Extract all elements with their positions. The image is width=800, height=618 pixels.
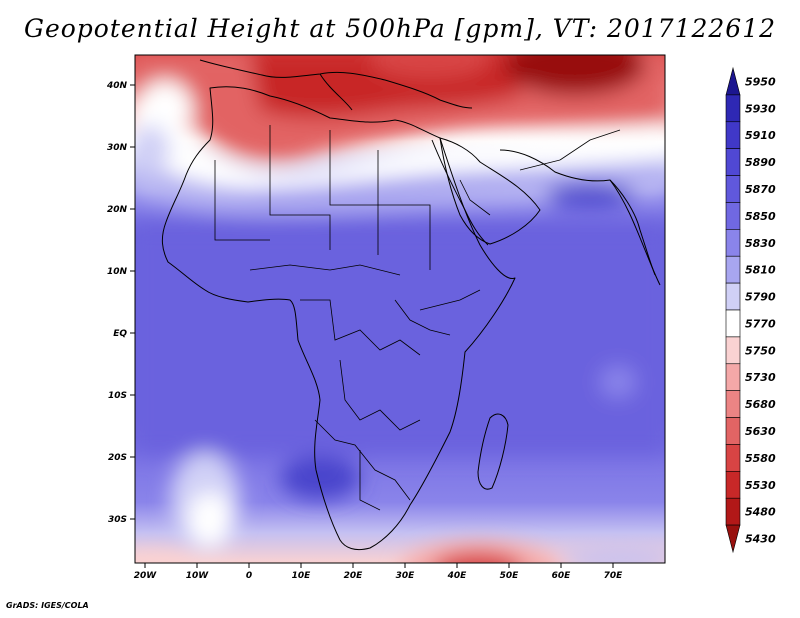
- colorbar-label: 5930: [745, 102, 776, 115]
- x-tick-label: 40E: [447, 571, 468, 581]
- colorbar-swatch: [725, 66, 741, 96]
- colorbar-swatch: [725, 94, 741, 123]
- colorbar-swatch: [725, 363, 741, 391]
- colorbar-label: 5530: [745, 479, 776, 492]
- colorbar-label: 5770: [745, 317, 776, 330]
- x-tick-label: 0: [246, 571, 252, 581]
- y-tick-label: 10S: [108, 391, 127, 401]
- colorbar-label: 5730: [745, 371, 776, 384]
- colorbar-label: 5910: [745, 129, 776, 142]
- colorbar-swatch: [725, 497, 741, 526]
- colorbar-swatch: [725, 471, 741, 499]
- map-title: Geopotential Height at 500hPa [gpm], VT:…: [23, 14, 777, 43]
- x-tick-label: 60E: [552, 571, 572, 581]
- colorbar-swatch: [725, 417, 741, 445]
- y-tick-label: 20S: [108, 453, 127, 463]
- colorbar-swatch: [725, 175, 741, 203]
- colorbar-label: 5850: [745, 210, 776, 223]
- colorbar-swatch: [725, 524, 741, 554]
- colorbar-label: 5810: [745, 264, 776, 277]
- colorbar-swatch: [725, 255, 741, 284]
- y-tick-label: 10N: [107, 267, 128, 277]
- country-borders: [214, 125, 621, 511]
- colorbar-swatch: [725, 148, 741, 176]
- colorbar-swatch: [725, 121, 741, 149]
- y-axis: 40N 30N 20N 10N EQ 10S 20S 30S: [106, 81, 135, 525]
- y-tick-label: 30S: [108, 515, 127, 525]
- colorbar-swatch: [725, 202, 741, 230]
- x-tick-label: 10E: [292, 571, 312, 581]
- colorbar-label: 5580: [745, 452, 776, 465]
- colorbar-swatch: [725, 444, 741, 472]
- colorbar-label: 5870: [745, 183, 776, 196]
- colorbar-label: 5890: [745, 156, 776, 169]
- colorbar-swatch: [725, 229, 741, 257]
- footer-credit: GrADS: IGES/COLA: [6, 601, 89, 610]
- colorbar-label: 5430: [745, 533, 776, 546]
- colorbar-label: 5750: [745, 344, 776, 357]
- x-tick-label: 20W: [134, 571, 158, 581]
- colorbar-label: 5790: [745, 291, 776, 304]
- colorbar-label: 5480: [745, 506, 776, 519]
- x-tick-label: 50E: [500, 571, 520, 581]
- x-axis: 20W 10W 0 10E 20E 30E 40E 50E 60E 70E: [134, 563, 623, 581]
- x-tick-label: 30E: [396, 571, 416, 581]
- y-tick-label: 40N: [106, 81, 128, 91]
- x-tick-label: 20E: [344, 571, 364, 581]
- y-tick-label: 30N: [107, 143, 128, 153]
- colorbar-swatch: [725, 390, 741, 418]
- height-field: [135, 55, 665, 563]
- y-tick-label: 20N: [107, 205, 128, 215]
- coastlines: [161, 59, 661, 551]
- colorbar-swatch: [725, 309, 741, 338]
- colorbar-label: 5680: [745, 398, 776, 411]
- x-tick-label: 70E: [604, 571, 624, 581]
- colorbar: 5950 5930 5910 5890 5870 5850 5830 5810 5790 5770…: [725, 66, 776, 554]
- colorbar-label: 5830: [745, 237, 776, 250]
- y-tick-label: EQ: [113, 329, 127, 339]
- plot-frame: [134, 54, 666, 564]
- colorbar-label: 5630: [745, 425, 776, 438]
- colorbar-swatch: [725, 336, 741, 365]
- colorbar-swatch: [725, 282, 741, 311]
- x-tick-label: 10W: [186, 571, 210, 581]
- colorbar-label: 5950: [745, 75, 776, 88]
